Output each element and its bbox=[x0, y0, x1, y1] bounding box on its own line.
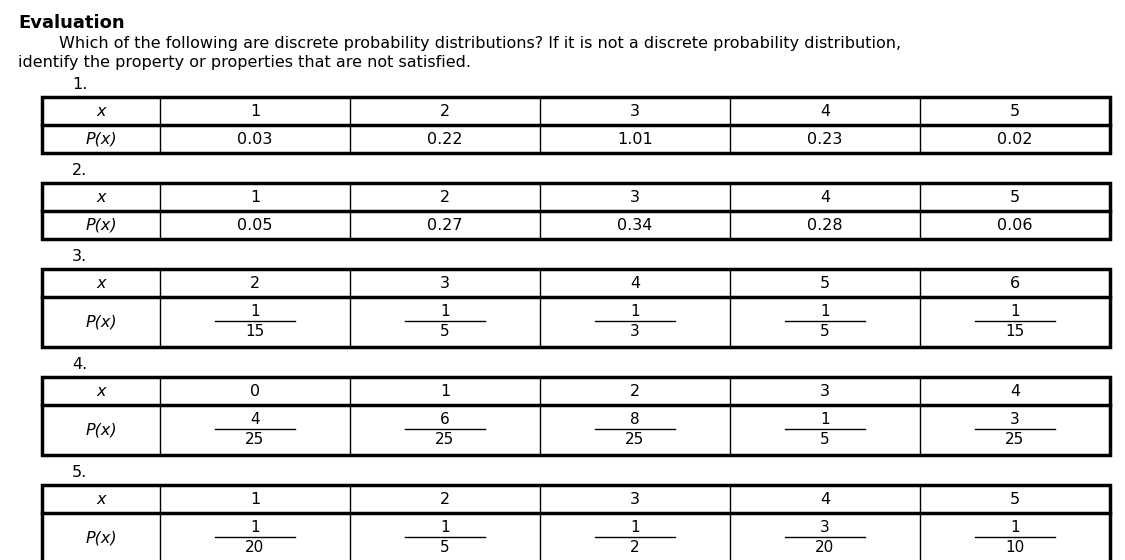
Text: 2: 2 bbox=[440, 492, 450, 506]
Text: 0.27: 0.27 bbox=[428, 217, 462, 232]
Text: 1: 1 bbox=[440, 305, 450, 320]
Text: 5: 5 bbox=[1010, 189, 1020, 204]
Text: P(x): P(x) bbox=[86, 422, 117, 437]
Text: 0.34: 0.34 bbox=[618, 217, 652, 232]
Text: 1.01: 1.01 bbox=[618, 132, 652, 147]
Text: 3: 3 bbox=[440, 276, 450, 291]
Text: 5: 5 bbox=[440, 540, 450, 556]
Text: 5: 5 bbox=[820, 276, 830, 291]
Text: 1: 1 bbox=[630, 520, 640, 535]
Text: P(x): P(x) bbox=[86, 132, 117, 147]
Text: 0.05: 0.05 bbox=[237, 217, 272, 232]
Text: 4: 4 bbox=[820, 492, 830, 506]
Text: 3: 3 bbox=[1010, 413, 1020, 427]
Text: 1: 1 bbox=[820, 413, 830, 427]
Text: 0.03: 0.03 bbox=[237, 132, 272, 147]
Text: x: x bbox=[97, 384, 106, 399]
Text: 1: 1 bbox=[1010, 305, 1020, 320]
Text: 4.: 4. bbox=[72, 357, 88, 372]
Text: 0.22: 0.22 bbox=[428, 132, 462, 147]
Text: identify the property or properties that are not satisfied.: identify the property or properties that… bbox=[18, 55, 471, 70]
Text: 0.23: 0.23 bbox=[808, 132, 843, 147]
Text: 15: 15 bbox=[245, 324, 264, 339]
Text: 5.: 5. bbox=[72, 465, 88, 480]
Text: 5: 5 bbox=[440, 324, 450, 339]
Text: 2: 2 bbox=[630, 384, 640, 399]
Text: P(x): P(x) bbox=[86, 217, 117, 232]
Text: 3: 3 bbox=[630, 324, 640, 339]
Text: 1: 1 bbox=[250, 520, 260, 535]
Text: 3: 3 bbox=[630, 492, 640, 506]
Text: 20: 20 bbox=[245, 540, 264, 556]
Bar bbox=[42, 269, 1110, 347]
Text: 4: 4 bbox=[820, 189, 830, 204]
Text: 2: 2 bbox=[440, 189, 450, 204]
Text: 5: 5 bbox=[1010, 104, 1020, 119]
Text: 10: 10 bbox=[1006, 540, 1025, 556]
Text: 3.: 3. bbox=[72, 249, 87, 264]
Text: 1: 1 bbox=[820, 305, 830, 320]
Text: 8: 8 bbox=[630, 413, 640, 427]
Text: 3: 3 bbox=[820, 520, 830, 535]
Text: 2: 2 bbox=[630, 540, 640, 556]
Text: 1: 1 bbox=[440, 520, 450, 535]
Text: 6: 6 bbox=[1010, 276, 1020, 291]
Text: 4: 4 bbox=[250, 413, 260, 427]
Text: 5: 5 bbox=[820, 432, 830, 447]
Text: 0.06: 0.06 bbox=[997, 217, 1033, 232]
Text: 4: 4 bbox=[820, 104, 830, 119]
Text: P(x): P(x) bbox=[86, 315, 117, 329]
Text: 6: 6 bbox=[440, 413, 450, 427]
Text: 0.28: 0.28 bbox=[808, 217, 843, 232]
Text: x: x bbox=[97, 492, 106, 506]
Text: Evaluation: Evaluation bbox=[18, 14, 125, 32]
Bar bbox=[42, 183, 1110, 239]
Text: 15: 15 bbox=[1006, 324, 1025, 339]
Text: 3: 3 bbox=[820, 384, 830, 399]
Text: 1: 1 bbox=[250, 492, 260, 506]
Text: x: x bbox=[97, 104, 106, 119]
Text: 25: 25 bbox=[435, 432, 454, 447]
Text: 3: 3 bbox=[630, 104, 640, 119]
Text: 5: 5 bbox=[820, 324, 830, 339]
Text: Which of the following are discrete probability distributions? If it is not a di: Which of the following are discrete prob… bbox=[18, 36, 901, 51]
Text: x: x bbox=[97, 276, 106, 291]
Text: 25: 25 bbox=[626, 432, 645, 447]
Text: 25: 25 bbox=[245, 432, 264, 447]
Text: 1: 1 bbox=[250, 104, 260, 119]
Text: x: x bbox=[97, 189, 106, 204]
Text: 20: 20 bbox=[816, 540, 835, 556]
Text: 0: 0 bbox=[250, 384, 260, 399]
Text: 2: 2 bbox=[440, 104, 450, 119]
Bar bbox=[42, 485, 1110, 560]
Bar bbox=[42, 97, 1110, 153]
Text: 2.: 2. bbox=[72, 163, 88, 178]
Bar bbox=[42, 377, 1110, 455]
Text: 25: 25 bbox=[1006, 432, 1025, 447]
Text: 3: 3 bbox=[630, 189, 640, 204]
Text: 4: 4 bbox=[630, 276, 640, 291]
Text: 1: 1 bbox=[250, 189, 260, 204]
Text: 1: 1 bbox=[1010, 520, 1020, 535]
Text: 1: 1 bbox=[630, 305, 640, 320]
Text: 5: 5 bbox=[1010, 492, 1020, 506]
Text: 1: 1 bbox=[440, 384, 450, 399]
Text: 4: 4 bbox=[1010, 384, 1020, 399]
Text: P(x): P(x) bbox=[86, 530, 117, 545]
Text: 2: 2 bbox=[250, 276, 260, 291]
Text: 0.02: 0.02 bbox=[997, 132, 1033, 147]
Text: 1.: 1. bbox=[72, 77, 88, 92]
Text: 1: 1 bbox=[250, 305, 260, 320]
